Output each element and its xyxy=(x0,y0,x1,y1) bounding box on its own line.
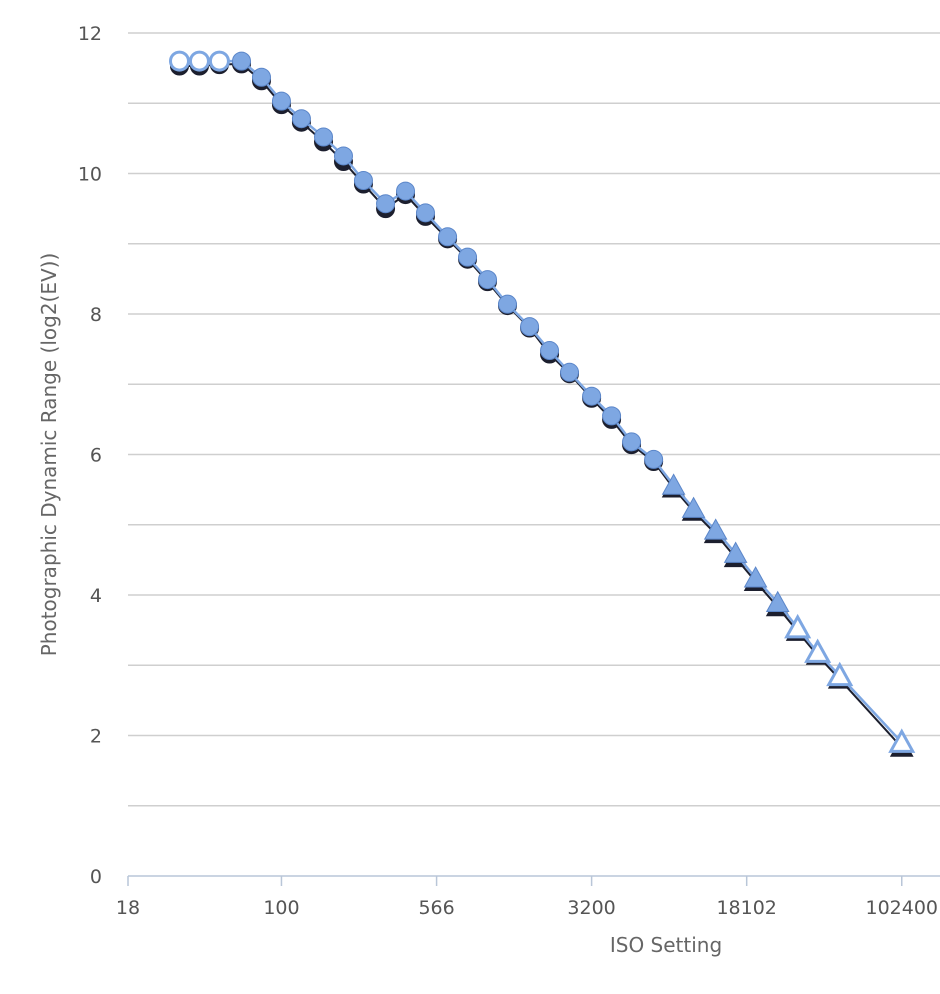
series-main-point xyxy=(743,566,768,588)
series-main-point xyxy=(251,67,271,87)
x-axis-title: ISO Setting xyxy=(610,933,722,957)
x-tick-label: 102400 xyxy=(865,897,938,919)
series-main-point xyxy=(602,406,622,426)
series-main-point xyxy=(271,91,291,111)
series-main-point xyxy=(396,181,416,201)
series-main-point xyxy=(314,127,334,147)
y-tick-label: 0 xyxy=(90,866,102,888)
series-main-point xyxy=(723,541,748,563)
y-axis-ticks: 0 2 4 6 8 10 12 xyxy=(78,23,102,888)
y-tick-label: 12 xyxy=(78,23,102,45)
series-main-point xyxy=(168,50,190,72)
series-main-point xyxy=(826,661,854,687)
x-tick-label: 3200 xyxy=(567,897,615,919)
series-main-point xyxy=(661,473,686,495)
series-main-point xyxy=(497,294,517,314)
series-main-point xyxy=(376,194,396,214)
series-main-point xyxy=(888,728,916,753)
series-main-point xyxy=(333,146,353,166)
series-main-point xyxy=(188,50,210,72)
series-main-point xyxy=(520,317,540,337)
y-tick-label: 10 xyxy=(78,164,102,186)
y-tick-label: 6 xyxy=(90,445,102,467)
series-main-point xyxy=(232,51,252,71)
series-main-point xyxy=(784,613,812,639)
series-shadow xyxy=(169,54,914,757)
x-tick-label: 18102 xyxy=(716,897,776,919)
y-tick-label: 2 xyxy=(90,726,102,748)
series-main-line xyxy=(179,59,903,744)
x-tick-label: 100 xyxy=(263,897,299,919)
x-tick-label: 18 xyxy=(116,897,140,919)
x-tick-label: 566 xyxy=(418,897,454,919)
y-tick-label: 8 xyxy=(90,304,102,326)
series-main-point xyxy=(353,171,373,191)
y-tick-label: 4 xyxy=(90,585,102,607)
series-main-point xyxy=(478,270,498,290)
series-main-point xyxy=(703,518,728,540)
series-main-point xyxy=(582,386,602,406)
series-shadow-line xyxy=(179,62,903,749)
series-main-point xyxy=(415,203,435,223)
series-main-point xyxy=(540,341,560,361)
series-main-point xyxy=(622,432,642,452)
series-main-point xyxy=(644,449,664,469)
series-main-point xyxy=(765,590,790,613)
series-main-point xyxy=(438,227,458,247)
series-main-point xyxy=(458,247,478,267)
series-main-point xyxy=(681,496,706,518)
series-main-point xyxy=(804,638,832,663)
x-axis-ticks: 18 100 566 3200 18102 102400 xyxy=(116,876,938,919)
series-main xyxy=(168,50,916,753)
series-main-point xyxy=(208,50,230,72)
y-axis-title: Photographic Dynamic Range (log2(EV)) xyxy=(37,253,61,657)
grid-lines xyxy=(128,32,940,807)
series-main-point xyxy=(291,109,311,129)
series-main-point xyxy=(560,362,580,382)
